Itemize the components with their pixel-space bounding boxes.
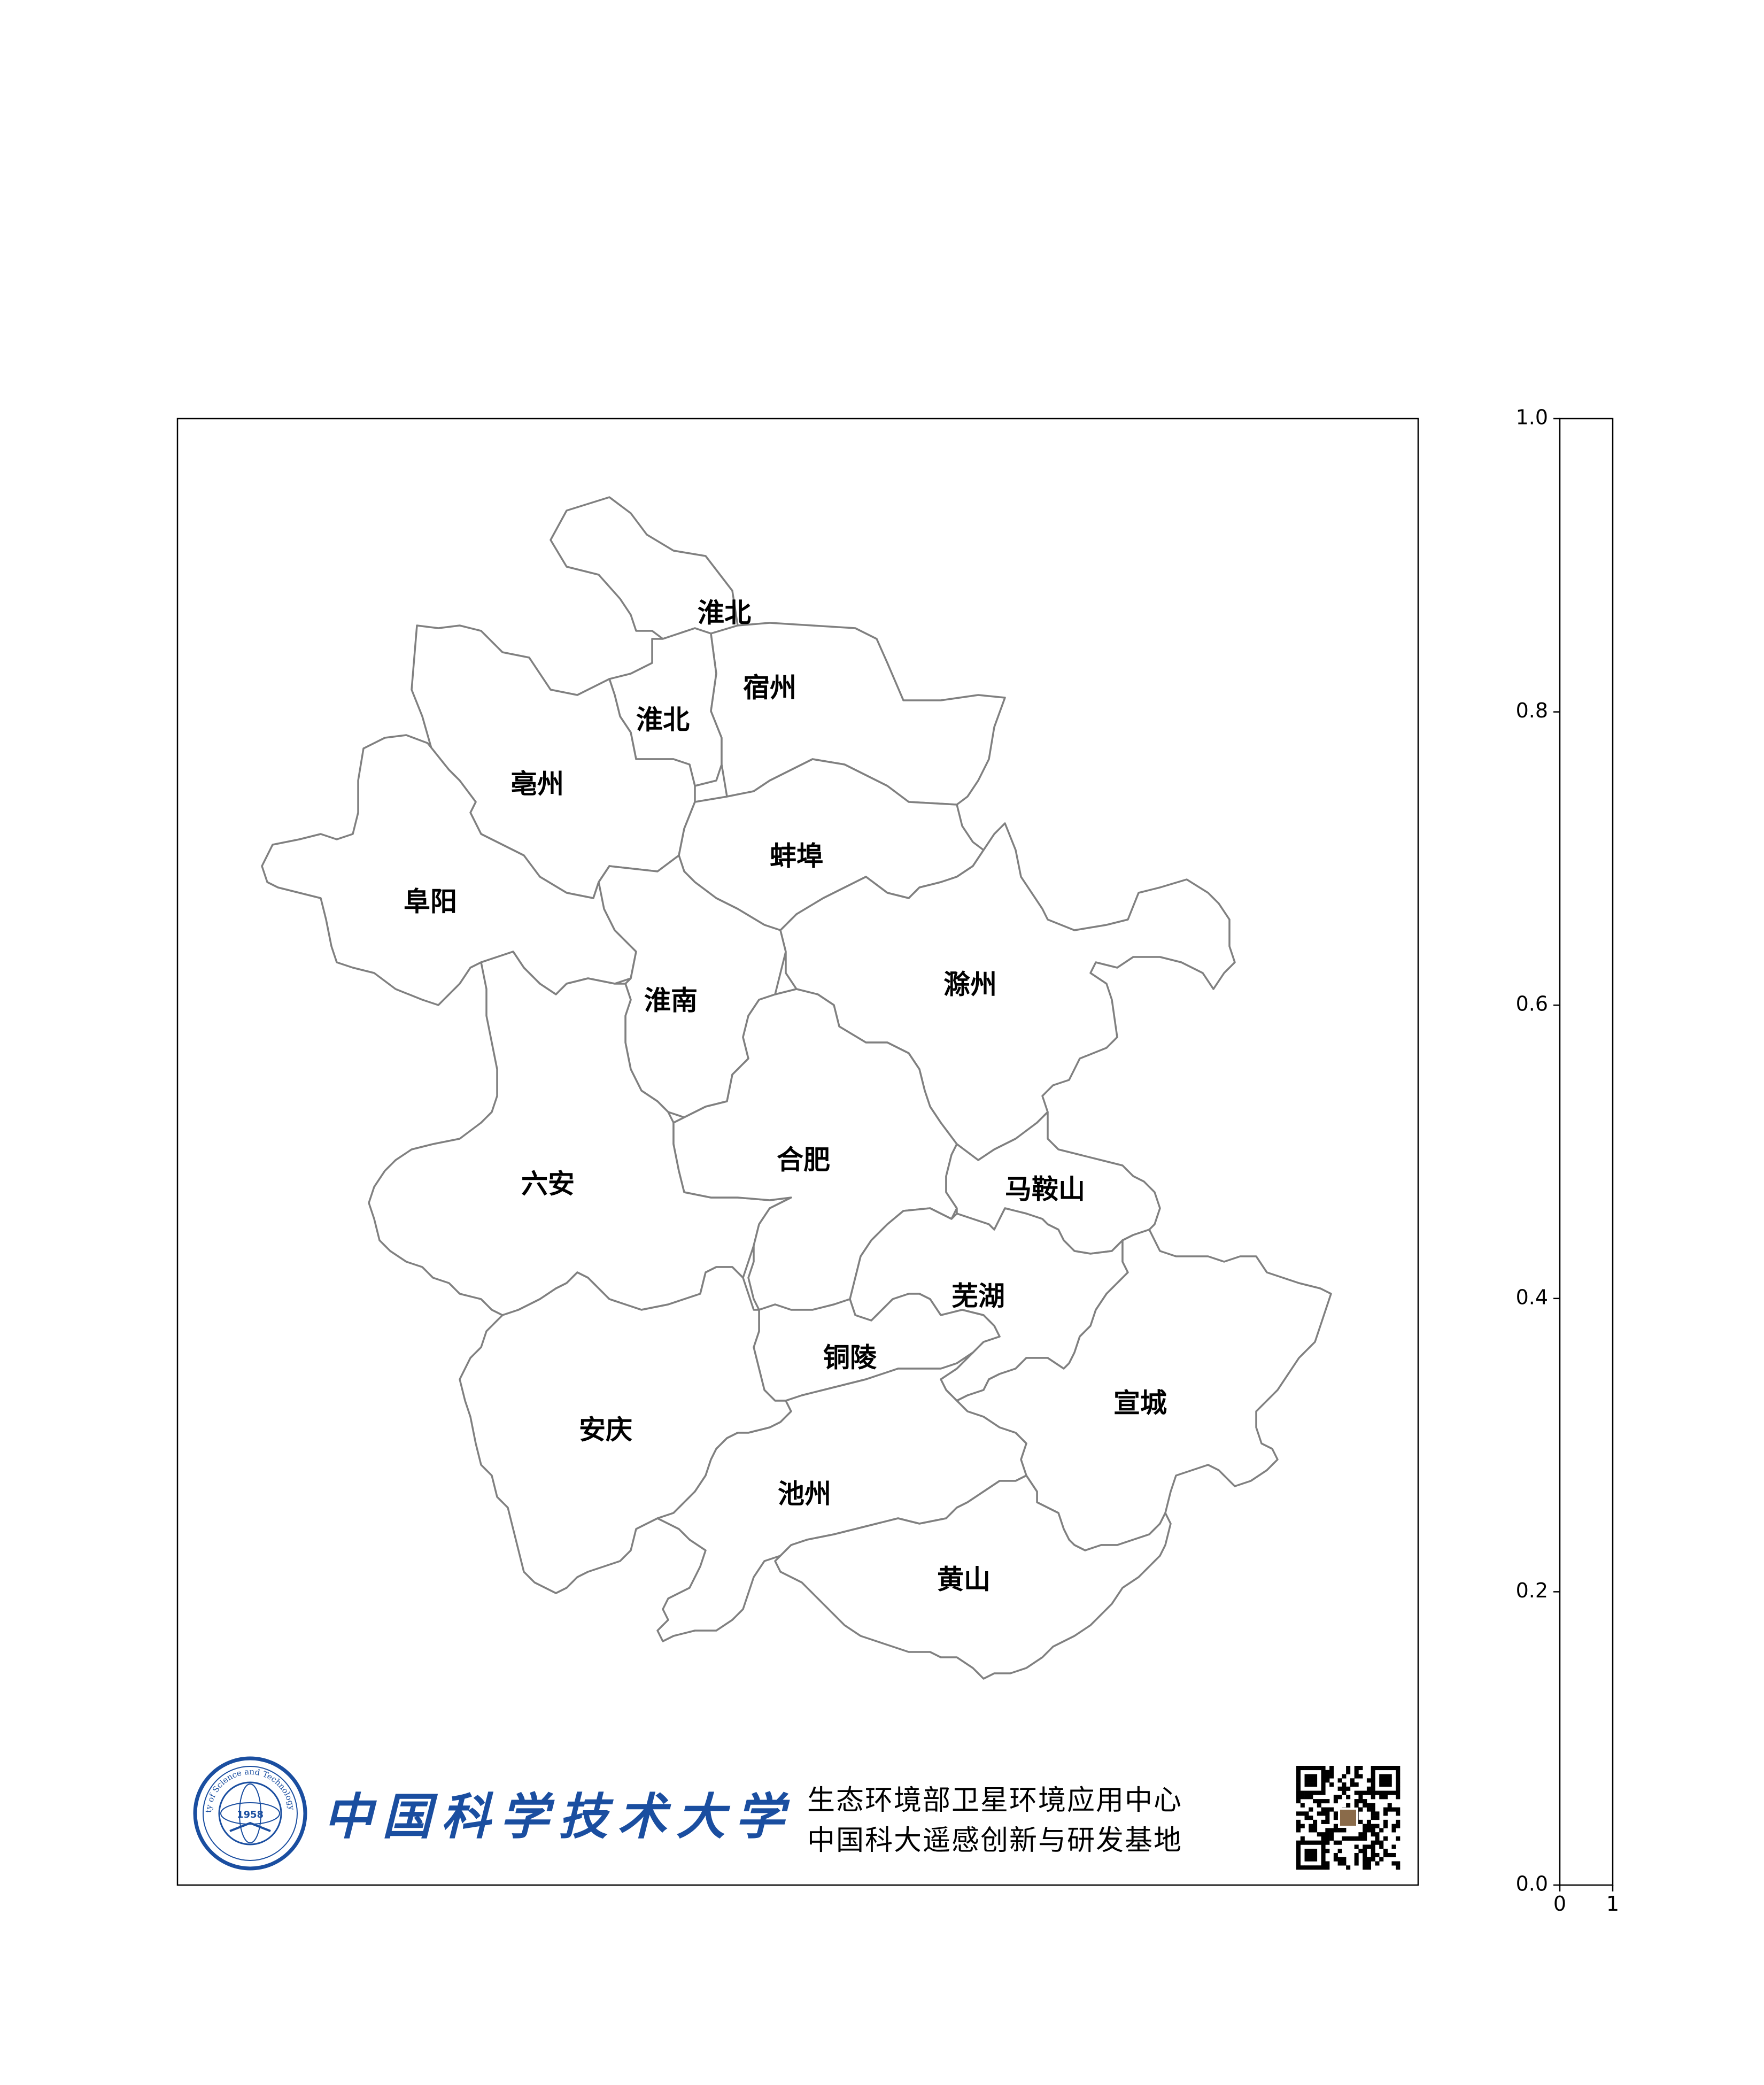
city-label-suzhou: 宿州	[743, 673, 796, 704]
region-huangshan[interactable]	[774, 1474, 1172, 1680]
colorbar-y-tick-label: 0.6	[1516, 992, 1548, 1016]
colorbar-y-tick-label: 0.8	[1516, 699, 1548, 722]
credit-line-1: 生态环境部卫星环境应用中心	[807, 1785, 1183, 1817]
city-label-bengbu: 蚌埠	[770, 841, 823, 872]
city-label-maanshan: 马鞍山	[1005, 1174, 1085, 1205]
region-suzhou[interactable]	[710, 622, 1006, 806]
colorbar-frame	[1559, 418, 1614, 1886]
city-labels: 淮北 宿州 淮北 亳州 蚌埠 阜阳 淮南 滁州 合肥 六安 马鞍山 芜湖 铜陵 …	[404, 598, 1167, 1595]
colorbar-y-tick-label: 1.0	[1516, 406, 1548, 429]
map-frame	[176, 418, 1419, 1886]
logo-year: 1958	[237, 1809, 264, 1820]
city-label-huangshan: 黄山	[937, 1564, 991, 1595]
city-label-xuancheng: 宣城	[1113, 1388, 1167, 1419]
qr-center-image	[1338, 1808, 1358, 1828]
city-label-tongling: 铜陵	[823, 1342, 877, 1373]
city-label-fuyang: 阜阳	[404, 886, 457, 917]
colorbar-x-tick-label: 0	[1553, 1892, 1566, 1916]
colorbar-x-tick-label: 1	[1606, 1892, 1619, 1916]
city-label-hefei: 合肥	[777, 1145, 830, 1176]
colorbar-y-axis: 0.0 0.2 0.4 0.6 0.8 1.0	[1516, 406, 1560, 1896]
city-label-huaibei-north: 淮北	[698, 598, 751, 629]
city-label-wuhu: 芜湖	[951, 1281, 1005, 1312]
city-label-huaibei: 淮北	[636, 705, 690, 736]
city-label-chuzhou: 滁州	[943, 969, 997, 1000]
city-label-luan: 六安	[521, 1169, 575, 1200]
university-logo: 1958 University of Science and Technolog…	[0, 0, 307, 1871]
colorbar-y-tick-label: 0.0	[1516, 1872, 1548, 1896]
logo-ring-text: University of Science and Technology of …	[0, 0, 297, 1813]
city-label-bozhou: 亳州	[510, 769, 564, 800]
university-name: 中国科学技术大学	[323, 1788, 794, 1845]
colorbar-y-tick-label: 0.2	[1516, 1579, 1548, 1602]
qr-code	[1296, 1766, 1401, 1870]
city-label-huainan: 淮南	[644, 985, 698, 1016]
city-label-anqing: 安庆	[579, 1415, 632, 1446]
credit-line-2: 中国科大遥感创新与研发基地	[807, 1825, 1183, 1857]
colorbar-y-tick-label: 0.4	[1516, 1285, 1548, 1309]
city-label-chizhou: 池州	[778, 1479, 831, 1510]
province-regions	[261, 496, 1332, 1680]
